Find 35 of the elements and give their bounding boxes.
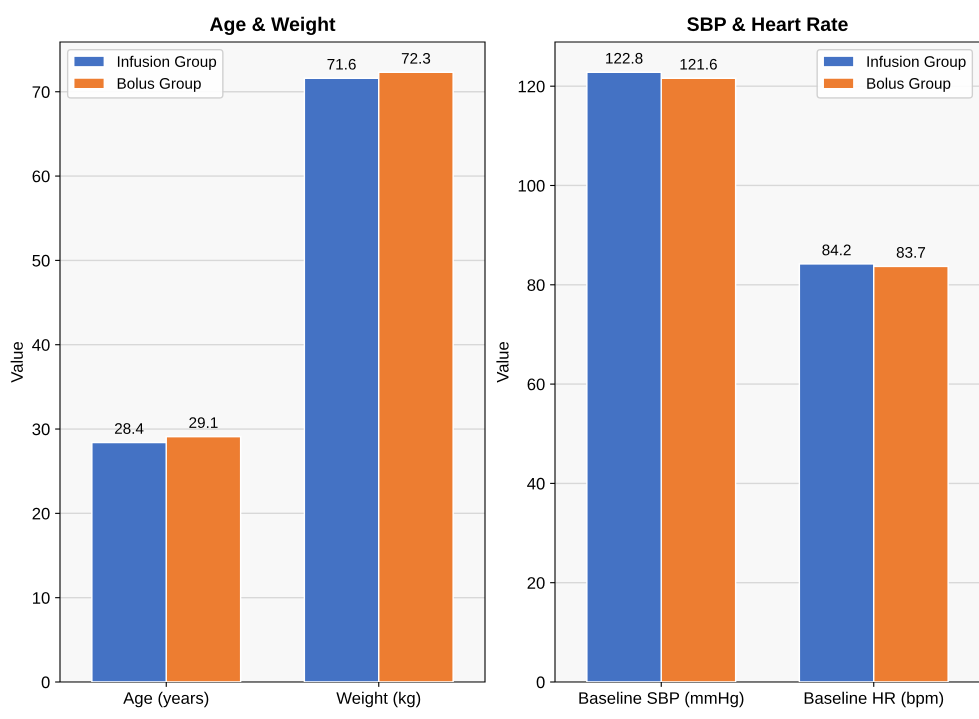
y-tick-label: 20 — [32, 508, 50, 520]
x-tick-label: Age (years) — [123, 692, 208, 708]
data-label: 84.2 — [822, 244, 851, 256]
data-label: 122.8 — [606, 52, 643, 64]
data-label: 29.1 — [189, 417, 218, 428]
y-tick-label: 80 — [527, 279, 545, 291]
y-tick-label: 0 — [42, 676, 50, 688]
y-axis-title: Value — [10, 342, 23, 383]
y-tick-label: 0 — [536, 676, 545, 688]
y-tick-label: 100 — [518, 180, 545, 192]
data-label: 121.6 — [680, 58, 717, 70]
y-tick-label: 60 — [32, 170, 50, 182]
x-tick-label: Weight (kg) — [336, 692, 420, 708]
data-label: 71.6 — [327, 58, 356, 70]
y-tick-label: 40 — [527, 478, 545, 490]
legend-label: Bolus Group — [118, 78, 201, 92]
y-tick-label: 120 — [518, 80, 545, 92]
y-tick-label: 10 — [33, 592, 50, 604]
y-tick-label: 60 — [528, 378, 545, 390]
legend-label: Infusion Group — [867, 56, 966, 70]
x-tick-label: Baseline HR (bpm) — [804, 692, 944, 708]
y-axis-title: Value — [496, 342, 509, 383]
y-tick-label: 30 — [32, 423, 50, 436]
legend-label: Infusion Group — [118, 56, 216, 70]
legend-label: Bolus Group — [867, 78, 950, 92]
y-tick-label: 50 — [32, 254, 50, 267]
chart-title: Age & Weight — [210, 16, 336, 36]
data-label: 72.3 — [402, 52, 430, 64]
y-tick-label: 40 — [32, 339, 50, 351]
chart-title: SBP & Heart Rate — [687, 17, 848, 32]
y-tick-label: 70 — [32, 86, 50, 98]
y-tick-label: 20 — [528, 577, 545, 589]
data-label: 83.7 — [896, 247, 926, 258]
data-label: 28.4 — [114, 423, 144, 434]
x-tick-label: Baseline SBP (mmHg) — [579, 692, 744, 708]
